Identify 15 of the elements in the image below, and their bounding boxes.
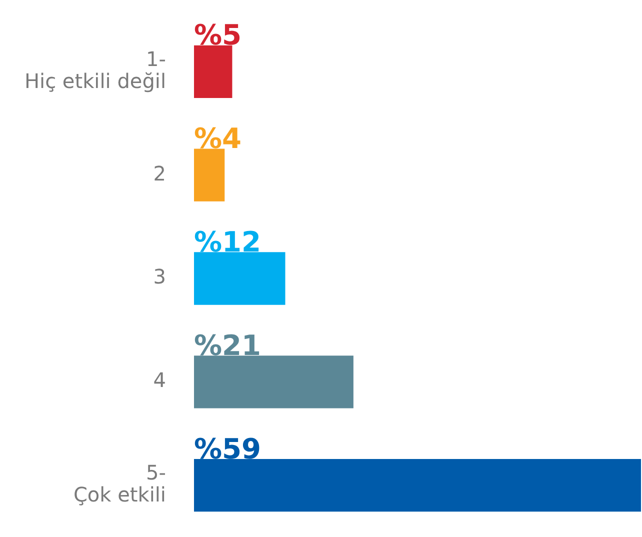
- y-tick-label: 3: [153, 264, 166, 289]
- bar: [194, 45, 232, 98]
- y-tick-label: 4: [153, 368, 166, 392]
- y-tick-label: 5- Çok etkili: [73, 460, 166, 507]
- y-tick-label: 2: [153, 161, 166, 186]
- bar: [194, 252, 286, 305]
- data-label: %5: [194, 18, 242, 52]
- y-tick-label: 1- Hiç etkili değil: [24, 46, 166, 93]
- data-label: %12: [194, 226, 262, 258]
- bar: [194, 356, 354, 408]
- bar: [194, 458, 641, 512]
- bar: [194, 148, 225, 202]
- data-label: %59: [194, 432, 262, 466]
- data-label: %21: [194, 328, 262, 362]
- data-label: %4: [194, 122, 242, 156]
